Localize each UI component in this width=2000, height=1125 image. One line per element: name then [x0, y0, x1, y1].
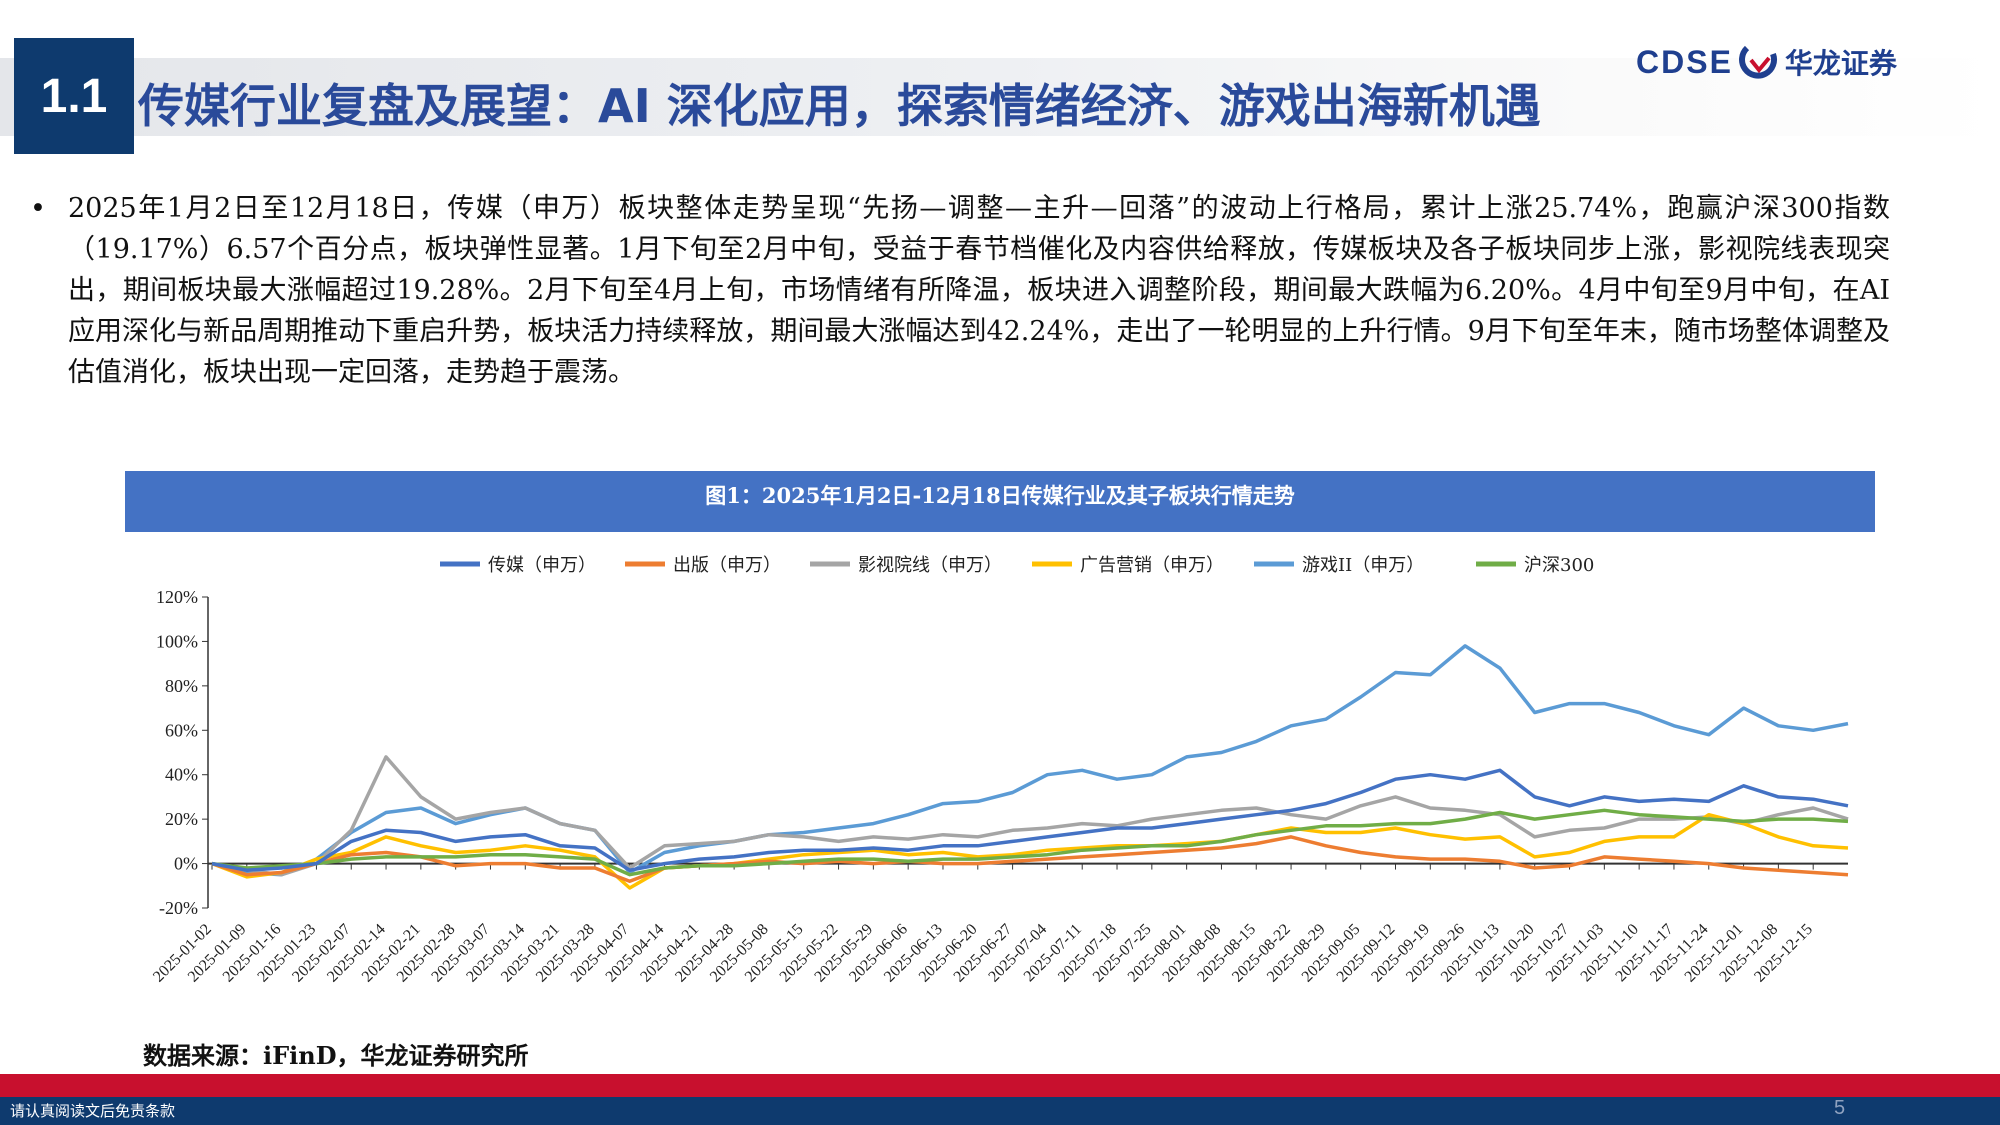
page-number: 5 [1834, 1097, 1846, 1119]
summary-paragraph: • 2025年1月2日至12月18日，传媒（申万）板块整体走势呈现“先扬—调整—… [30, 188, 1890, 393]
legend-label: 出版（申万） [673, 555, 781, 576]
footer-red-bar [0, 1074, 2000, 1097]
line-chart: 传媒（申万） 出版（申万） 影视院线（申万） 广告营销（申万） 游戏II（申万） 沪深30… [150, 555, 1849, 986]
legend-label: 游戏II（申万） [1302, 555, 1424, 576]
logo-emblem-icon [1738, 45, 1777, 79]
chart-title-bar: 图1：2025年1月2日-12月18日传媒行业及其子板块行情走势 [125, 471, 1875, 532]
data-source: 数据来源：iFinD，华龙证券研究所 [143, 1041, 529, 1070]
y-tick-label: 120% [156, 587, 198, 607]
legend-label: 传媒（申万） [488, 555, 596, 576]
legend-label: 广告营销（申万） [1080, 555, 1224, 576]
y-tick-label: 0% [174, 854, 198, 874]
logo-en: CDSE [1636, 43, 1733, 80]
y-tick-label: 100% [156, 631, 198, 651]
disclaimer-link[interactable]: 请认真阅读文后免责条款 [10, 1102, 176, 1120]
y-tick-label: 80% [165, 676, 198, 696]
series-line-3 [211, 812, 1849, 890]
series-line-4 [211, 644, 1849, 877]
footer-bar [0, 1097, 2000, 1125]
page-title: 传媒行业复盘及展望：AI 深化应用，探索情绪经济、游戏出海新机遇 [138, 79, 1541, 133]
bullet: • [30, 193, 46, 224]
series-line-1 [211, 835, 1849, 884]
legend-label: 沪深300 [1524, 555, 1594, 576]
y-tick-label: 20% [165, 809, 198, 829]
y-tick-label: 60% [165, 720, 198, 740]
title-band [0, 58, 2000, 136]
series-line-5 [211, 808, 1849, 877]
series-line-0 [211, 768, 1849, 872]
logo-cn: 华龙证券 [1784, 47, 1897, 80]
y-tick-label: -20% [159, 898, 198, 918]
company-logo: CDSE 华龙证券 [1636, 40, 1897, 84]
y-tick-label: 40% [165, 765, 198, 785]
legend-label: 影视院线（申万） [858, 555, 1002, 576]
summary-text: 2025年1月2日至12月18日，传媒（申万）板块整体走势呈现“先扬—调整—主升… [68, 193, 1890, 388]
section-number: 1.1 [14, 38, 134, 154]
series-line-2 [211, 755, 1849, 877]
